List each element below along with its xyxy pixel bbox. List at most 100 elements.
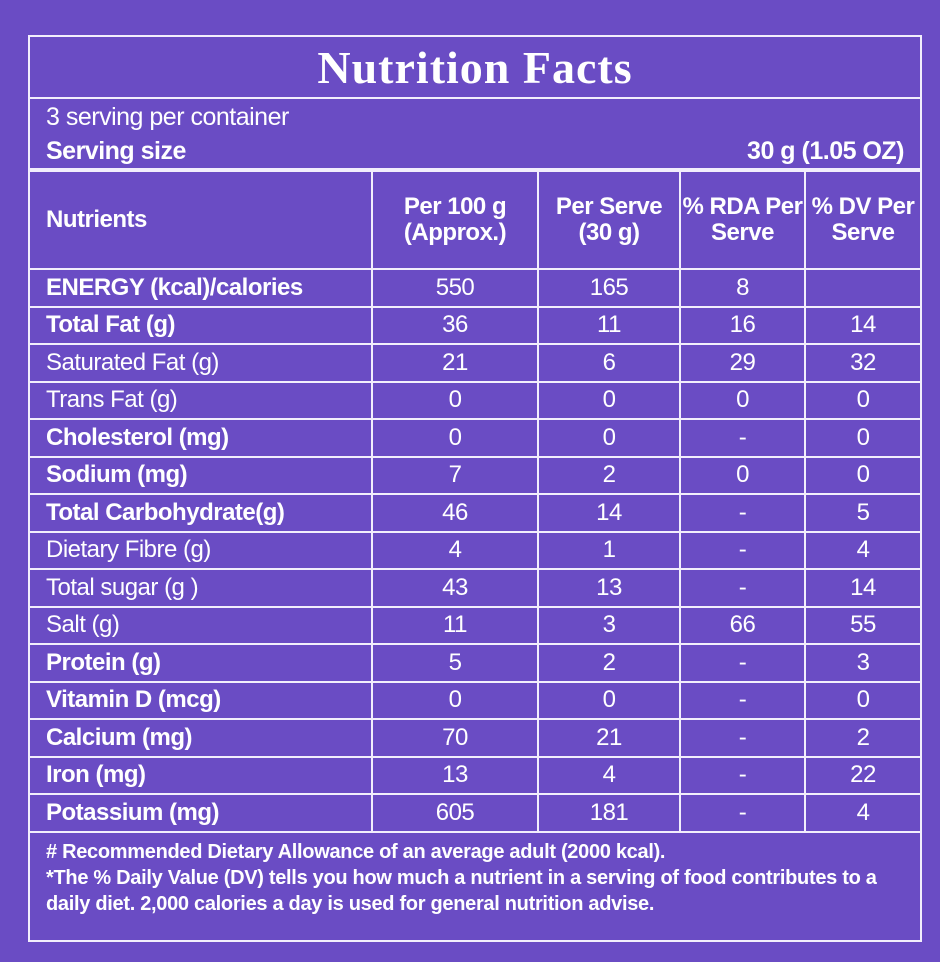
serving-size-label: Serving size <box>46 137 186 165</box>
nutrient-value: 5 <box>371 643 539 683</box>
nutrient-value: 21 <box>537 718 681 758</box>
nutrient-value: 11 <box>371 605 539 645</box>
nutrient-value: - <box>679 755 806 795</box>
nutrient-value: 66 <box>679 605 806 645</box>
serving-size-row: Serving size 30 g (1.05 OZ) <box>30 133 920 170</box>
nutrient-value: 165 <box>537 268 681 308</box>
nutrient-row: Salt (g) 11 3 66 55 <box>30 605 920 645</box>
nutrient-value: - <box>679 568 806 608</box>
nutrient-row: Trans Fat (g) 0 0 0 0 <box>30 380 920 420</box>
nutrient-value: 0 <box>804 418 920 458</box>
nutrient-value: 22 <box>804 755 920 795</box>
nutrient-name: Dietary Fibre (g) <box>30 530 373 570</box>
column-header: % DV Per Serve <box>804 170 920 270</box>
nutrient-value: - <box>679 530 806 570</box>
nutrient-value: 0 <box>804 455 920 495</box>
nutrient-value: 29 <box>679 343 806 383</box>
empty-cell <box>804 268 920 308</box>
nutrient-value: 3 <box>804 643 920 683</box>
nutrient-value: - <box>679 680 806 720</box>
nutrient-value: 21 <box>371 343 539 383</box>
serving-size-value: 30 g (1.05 OZ) <box>747 137 904 165</box>
nutrient-name: Vitamin D (mcg) <box>30 680 373 720</box>
footnote: *The % Daily Value (DV) tells you how mu… <box>46 866 877 915</box>
nutrient-name: Total Carbohydrate(g) <box>30 493 373 533</box>
nutrient-value: 36 <box>371 305 539 345</box>
nutrient-name: Trans Fat (g) <box>30 380 373 420</box>
nutrient-value: 4 <box>537 755 681 795</box>
nutrient-name: Sodium (mg) <box>30 455 373 495</box>
nutrient-value: 7 <box>371 455 539 495</box>
nutrient-value: 181 <box>537 793 681 833</box>
footnote: # Recommended Dietary Allowance of an av… <box>46 840 666 863</box>
nutrient-row: Vitamin D (mcg) 0 0-0 <box>30 680 920 720</box>
nutrient-value: 0 <box>537 380 681 420</box>
nutrient-name: Cholesterol (mg) <box>30 418 373 458</box>
nutrient-value: 46 <box>371 493 539 533</box>
nutrient-value: 14 <box>804 305 920 345</box>
nutrient-value: 3 <box>537 605 681 645</box>
nutrient-value: - <box>679 643 806 683</box>
nutrient-row: Total Fat (g) 36 11 16 14 <box>30 305 920 345</box>
nutrient-value: 32 <box>804 343 920 383</box>
nutrient-value: 11 <box>537 305 681 345</box>
nutrient-name: Total sugar (g ) <box>30 568 373 608</box>
nutrient-name: Iron (mg) <box>30 755 373 795</box>
nutrient-value: - <box>679 493 806 533</box>
nutrient-row: Calcium (mg) 70 21-2 <box>30 718 920 758</box>
column-header: Per Serve (30 g) <box>537 170 681 270</box>
nutrient-row: Cholesterol (mg) 0 0-0 <box>30 418 920 458</box>
nutrient-value: 16 <box>679 305 806 345</box>
nutrient-value: 14 <box>804 568 920 608</box>
header-row: Nutrients Per 100 g (Approx.) Per Serve (3… <box>30 170 920 270</box>
nutrient-name: Potassium (mg) <box>30 793 373 833</box>
nutrient-value: 4 <box>804 530 920 570</box>
nutrient-row: Dietary Fibre (g) 4 1-4 <box>30 530 920 570</box>
nutrient-name: Salt (g) <box>30 605 373 645</box>
nutrient-value: 4 <box>371 530 539 570</box>
nutrient-row: Iron (mg) 13 4-22 <box>30 755 920 795</box>
column-header: Per 100 g (Approx.) <box>371 170 539 270</box>
footnotes: # Recommended Dietary Allowance of an av… <box>30 833 920 923</box>
nutrient-value: 13 <box>371 755 539 795</box>
nutrient-row: Total Carbohydrate(g) 46 14-5 <box>30 493 920 533</box>
nutrient-value: 0 <box>371 418 539 458</box>
nutrient-value: 4 <box>804 793 920 833</box>
nutrient-value: 2 <box>804 718 920 758</box>
nutrient-value: 8 <box>679 268 806 308</box>
nutrient-value: 2 <box>537 643 681 683</box>
nutrient-row: ENERGY (kcal)/calories 550 165 8 <box>30 268 920 308</box>
nutrient-name: Protein (g) <box>30 643 373 683</box>
column-header: % RDA Per Serve <box>679 170 806 270</box>
nutrient-value: 0 <box>537 418 681 458</box>
nutrient-value: 70 <box>371 718 539 758</box>
nutrient-value: 0 <box>371 380 539 420</box>
nutrient-value: 43 <box>371 568 539 608</box>
nutrient-value: 0 <box>537 680 681 720</box>
nutrient-value: 55 <box>804 605 920 645</box>
nutrient-value: 5 <box>804 493 920 533</box>
nutrient-row: Saturated Fat (g) 21 6 29 32 <box>30 343 920 383</box>
nutrient-value: 0 <box>371 680 539 720</box>
nutrient-value: - <box>679 418 806 458</box>
nutrient-row: Potassium (mg) 605 181-4 <box>30 793 920 833</box>
nutrient-name: Saturated Fat (g) <box>30 343 373 383</box>
title: Nutrition Facts <box>30 37 920 99</box>
table-body: ENERGY (kcal)/calories 550 165 8 Total Fat (… <box>30 268 920 833</box>
nutrient-value: 1 <box>537 530 681 570</box>
nutrient-row: Total sugar (g ) 43 13-14 <box>30 568 920 608</box>
nutrient-value: 0 <box>804 680 920 720</box>
nutrient-value: - <box>679 718 806 758</box>
nutrient-name: ENERGY (kcal)/calories <box>30 268 373 308</box>
nutrient-name: Calcium (mg) <box>30 718 373 758</box>
nutrient-row: Protein (g) 5 2-3 <box>30 643 920 683</box>
servings: 3 serving per container <box>46 103 289 131</box>
nutrient-value: 0 <box>679 380 806 420</box>
nutrition-panel: Nutrition Facts 3 serving per container … <box>28 35 922 942</box>
nutrient-value: 550 <box>371 268 539 308</box>
nutrient-name: Total Fat (g) <box>30 305 373 345</box>
nutrient-value: 6 <box>537 343 681 383</box>
nutrient-value: - <box>679 793 806 833</box>
nutrient-value: 0 <box>679 455 806 495</box>
